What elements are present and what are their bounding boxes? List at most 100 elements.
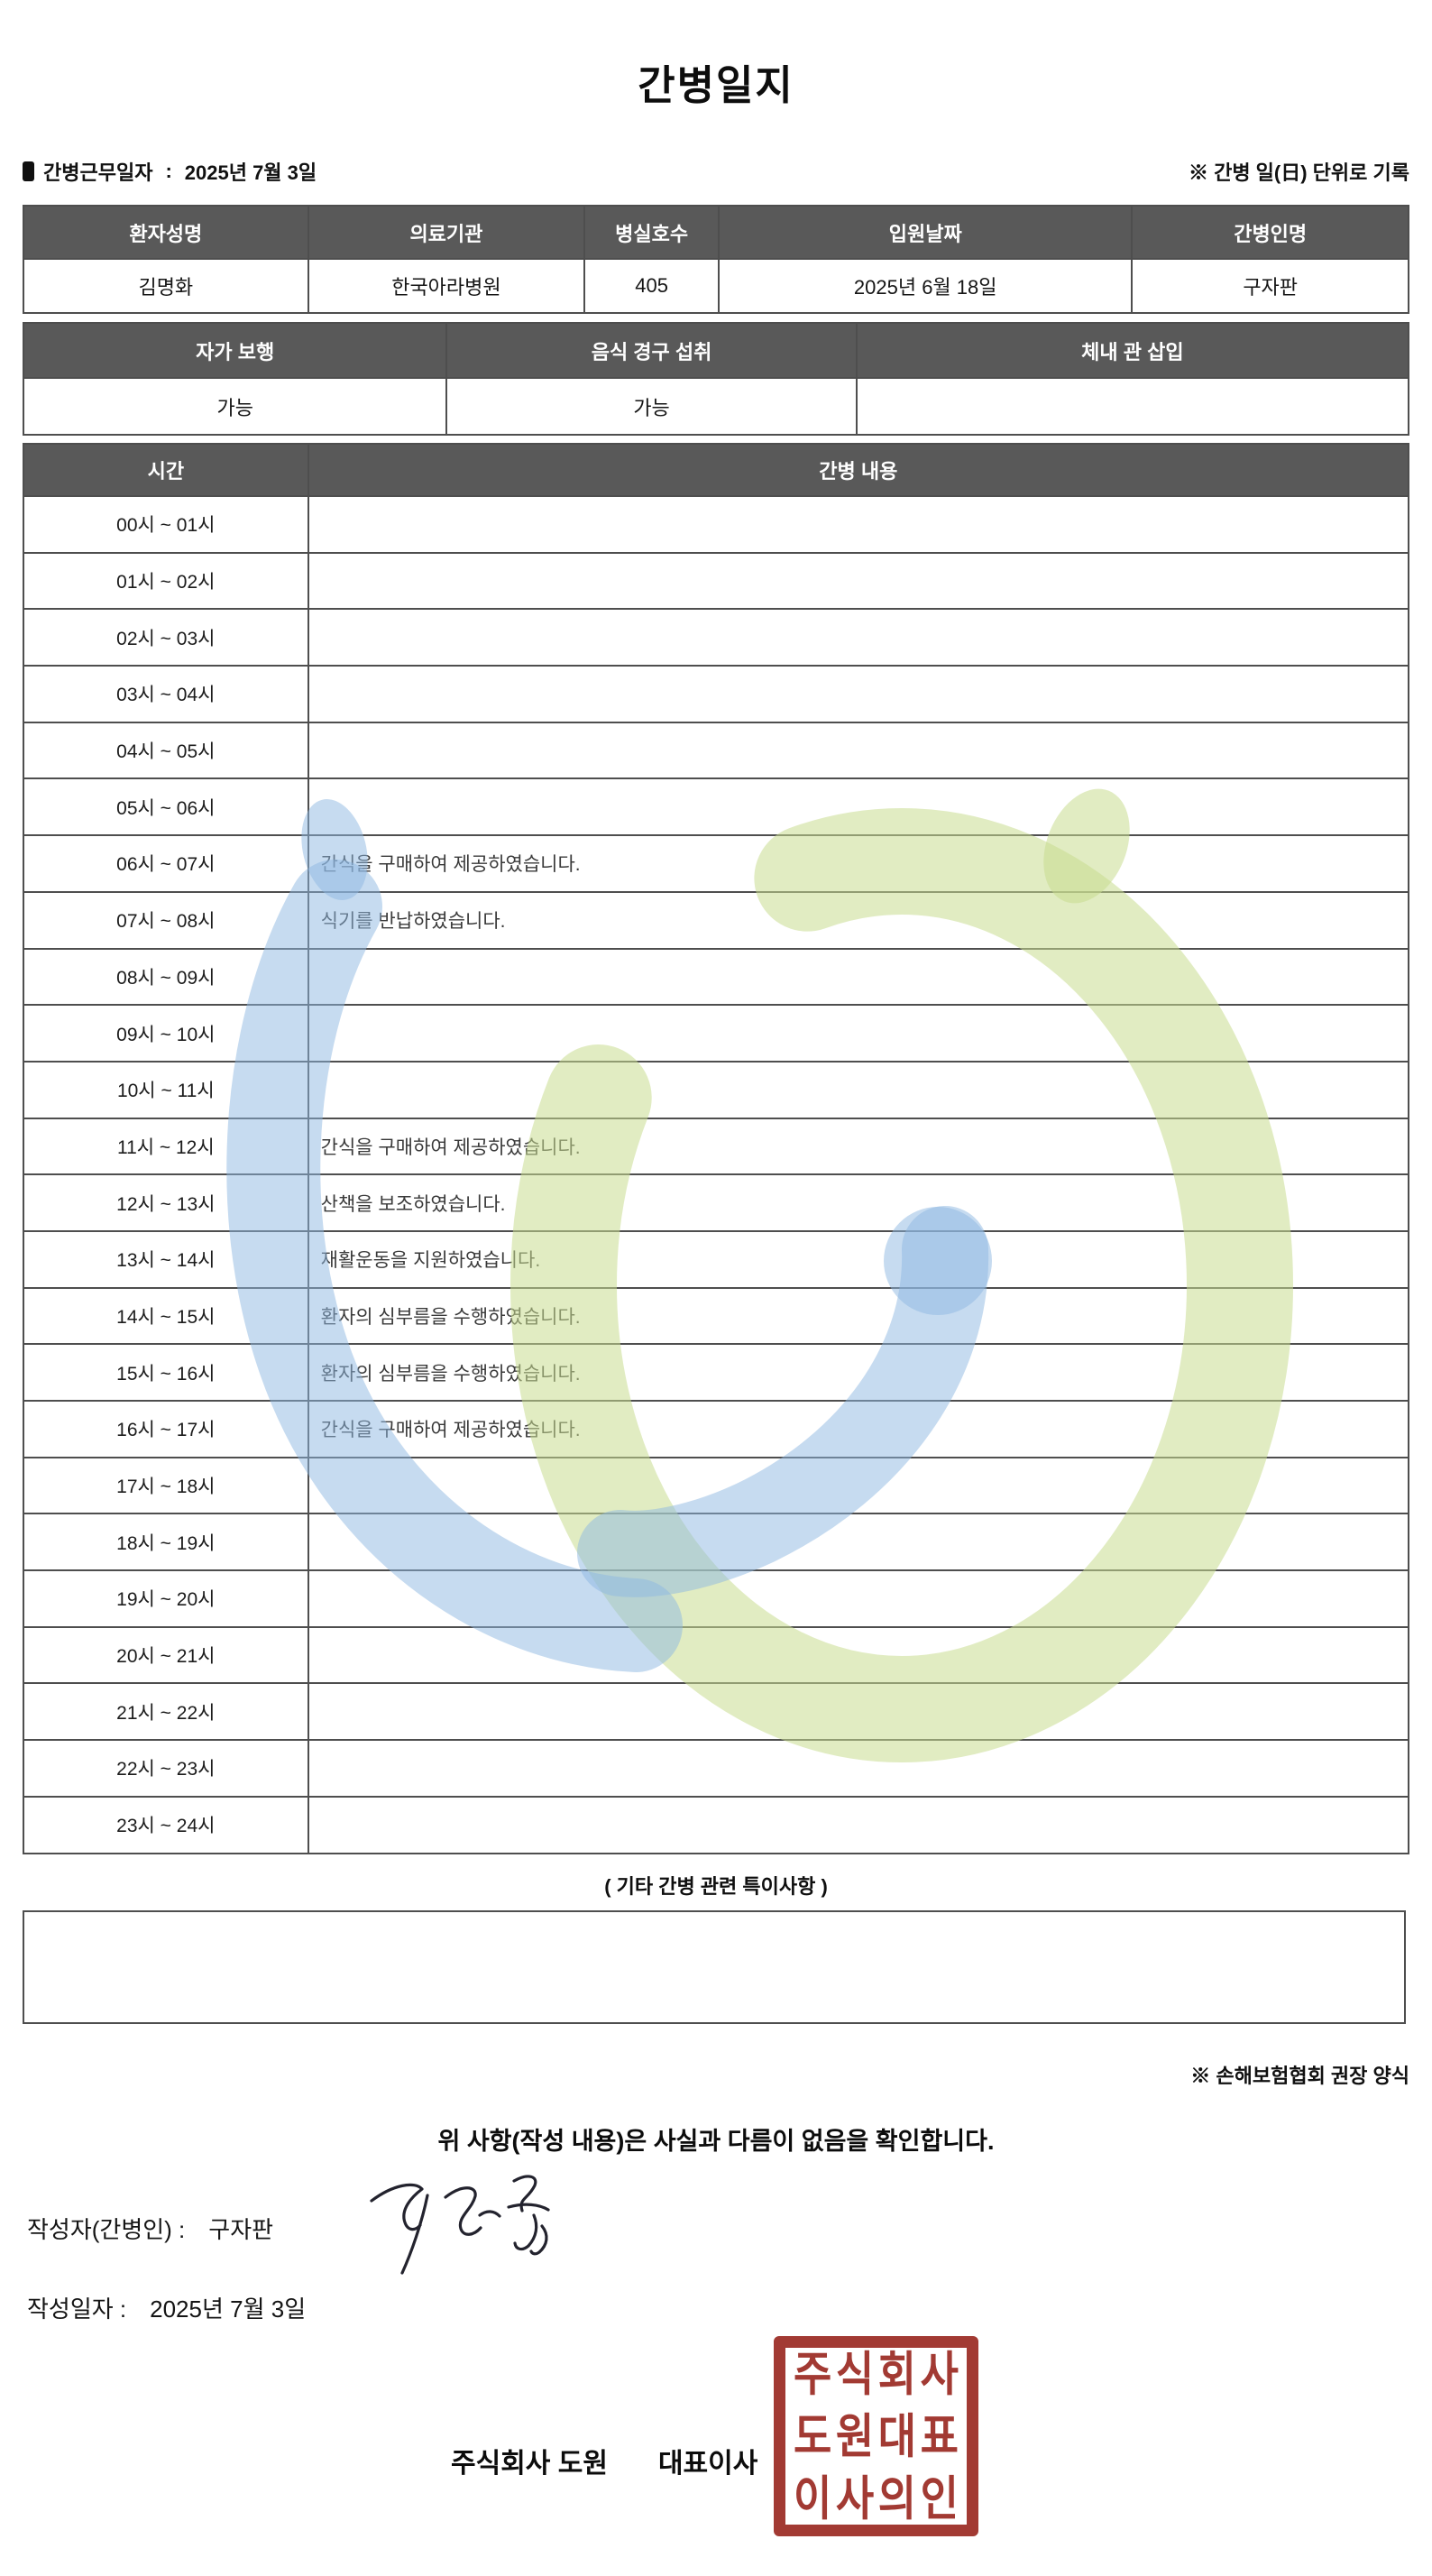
meta-row: 간병근무일자 : 2025년 7월 3일 ※ 간병 일(日) 단위로 기록	[23, 157, 1409, 186]
patient-status-table: 자가 보행 음식 경구 섭취 체내 관 삽입 가능 가능	[22, 322, 1410, 436]
caregiver-name: 구자판	[1131, 258, 1409, 314]
tube-insertion-value	[855, 377, 1410, 436]
care-time: 17시 ~ 18시	[23, 1456, 309, 1515]
care-row: 08시 ~ 09시	[23, 947, 1410, 1007]
care-row: 11시 ~ 12시 간식을 구매하여 제공하였습니다.	[23, 1117, 1410, 1176]
care-time: 22시 ~ 23시	[23, 1739, 309, 1798]
date-label: 작성일자 :	[27, 2295, 127, 2323]
care-content: 식기를 반납하였습니다.	[307, 890, 1410, 950]
care-time: 20시 ~ 21시	[23, 1625, 309, 1685]
care-row: 23시 ~ 24시	[23, 1795, 1410, 1854]
ceo-label: 대표이사	[657, 2449, 758, 2479]
time-header: 시간	[23, 443, 309, 497]
col-header: 체내 관 삽입	[855, 322, 1410, 379]
care-content	[307, 1625, 1410, 1685]
care-content: 간식을 구매하여 제공하였습니다.	[307, 834, 1410, 893]
care-row: 05시 ~ 06시	[23, 777, 1410, 837]
care-time: 13시 ~ 14시	[23, 1229, 309, 1289]
form-note: ※ 손해보험협회 권장 양식	[1190, 2065, 1409, 2087]
date-value: 2025년 7월 3일	[150, 2295, 307, 2323]
hospital-name: 한국아라병원	[307, 258, 586, 314]
care-content: 환자의 심부름을 수행하였습니다.	[307, 1343, 1410, 1402]
col-header: 입원날짜	[718, 205, 1134, 260]
special-note-box	[23, 1910, 1406, 2024]
care-row: 07시 ~ 08시 식기를 반납하였습니다.	[23, 890, 1410, 950]
care-content	[307, 1682, 1410, 1742]
work-date-line: 간병근무일자 : 2025년 7월 3일	[23, 157, 317, 186]
special-note-title: ( 기타 간병 관련 특이사항 )	[604, 1875, 828, 1898]
col-header: 음식 경구 섭취	[445, 322, 858, 379]
care-time: 23시 ~ 24시	[23, 1795, 309, 1854]
work-date-label: 간병근무일자	[43, 161, 153, 184]
care-content	[307, 608, 1410, 667]
colon: :	[165, 160, 172, 182]
care-time: 12시 ~ 13시	[23, 1173, 309, 1232]
work-date-value: 2025년 7월 3일	[184, 161, 317, 184]
company-name: 주식회사 도원	[451, 2449, 608, 2479]
care-row: 16시 ~ 17시 간식을 구매하여 제공하였습니다.	[23, 1400, 1410, 1458]
col-header: 의료기관	[307, 205, 586, 260]
care-row: 12시 ~ 13시 산책을 보조하였습니다.	[23, 1173, 1410, 1232]
page-title: 간병일지	[638, 62, 794, 108]
care-time: 06시 ~ 07시	[23, 834, 309, 893]
care-time: 00시 ~ 01시	[23, 495, 309, 554]
care-content	[307, 1739, 1410, 1798]
care-content	[307, 1060, 1410, 1119]
care-row: 14시 ~ 15시 환자의 심부름을 수행하였습니다.	[23, 1286, 1410, 1346]
care-time: 19시 ~ 20시	[23, 1569, 309, 1628]
care-time: 10시 ~ 11시	[23, 1060, 309, 1119]
care-content	[307, 1795, 1410, 1854]
self-walking-value: 가능	[22, 377, 448, 436]
care-time: 21시 ~ 22시	[23, 1682, 309, 1742]
col-header: 자가 보행	[22, 322, 448, 379]
care-content	[307, 947, 1410, 1007]
care-time: 07시 ~ 08시	[23, 890, 309, 950]
patient-info-table: 환자성명 의료기관 병실호수 입원날짜 간병인명 김명화 한국아라병원 405 …	[23, 205, 1409, 314]
care-time: 02시 ~ 03시	[23, 608, 309, 667]
care-schedule-table: 시간 간병 내용 00시 ~ 01시 01시 ~ 02시 02시 ~ 03시 03시 …	[23, 443, 1410, 1854]
patient-header-row: 환자성명 의료기관 병실호수 입원날짜 간병인명	[23, 205, 1409, 260]
care-content: 간식을 구매하여 제공하였습니다.	[307, 1117, 1410, 1176]
care-content: 재활운동을 지원하였습니다.	[307, 1229, 1410, 1289]
care-row: 10시 ~ 11시	[23, 1060, 1410, 1119]
unit-note: ※ 간병 일(日) 단위로 기록	[1188, 161, 1409, 184]
care-content	[307, 495, 1410, 554]
confirmation-statement: 위 사항(작성 내용)은 사실과 다름이 없음을 확인합니다.	[437, 2128, 995, 2155]
care-row: 19시 ~ 20시	[23, 1569, 1410, 1628]
care-content	[307, 721, 1410, 780]
care-time: 05시 ~ 06시	[23, 777, 309, 837]
care-row: 15시 ~ 16시 환자의 심부름을 수행하였습니다.	[23, 1343, 1410, 1402]
writer-label: 작성자(간병인) :	[27, 2216, 186, 2243]
care-content: 산책을 보조하였습니다.	[307, 1173, 1410, 1232]
bullet-square-icon	[23, 161, 34, 181]
col-header: 환자성명	[23, 205, 309, 260]
status-value-row: 가능 가능	[22, 377, 1410, 436]
care-content	[307, 777, 1410, 837]
care-row: 04시 ~ 05시	[23, 721, 1410, 780]
care-time: 03시 ~ 04시	[23, 665, 309, 723]
care-row: 02시 ~ 03시	[23, 608, 1410, 667]
date-line: 작성일자 : 2025년 7월 3일	[27, 2291, 306, 2324]
care-content	[307, 665, 1410, 723]
patient-value-row: 김명화 한국아라병원 405 2025년 6월 18일 구자판	[23, 258, 1409, 314]
care-row: 20시 ~ 21시	[23, 1625, 1410, 1685]
room-number: 405	[583, 258, 721, 314]
care-row: 01시 ~ 02시	[23, 551, 1410, 611]
care-row: 06시 ~ 07시 간식을 구매하여 제공하였습니다.	[23, 834, 1410, 893]
company-line: 주식회사 도원 대표이사	[451, 2441, 757, 2480]
care-header-row: 시간 간병 내용	[23, 443, 1410, 497]
care-time: 16시 ~ 17시	[23, 1400, 309, 1458]
writer-name: 구자판	[208, 2216, 274, 2243]
care-time: 09시 ~ 10시	[23, 1004, 309, 1063]
care-row: 00시 ~ 01시	[23, 495, 1410, 554]
col-header: 병실호수	[583, 205, 721, 260]
admission-date: 2025년 6월 18일	[718, 258, 1134, 314]
status-header-row: 자가 보행 음식 경구 섭취 체내 관 삽입	[22, 322, 1410, 379]
care-row: 21시 ~ 22시	[23, 1682, 1410, 1742]
care-content	[307, 1513, 1410, 1572]
